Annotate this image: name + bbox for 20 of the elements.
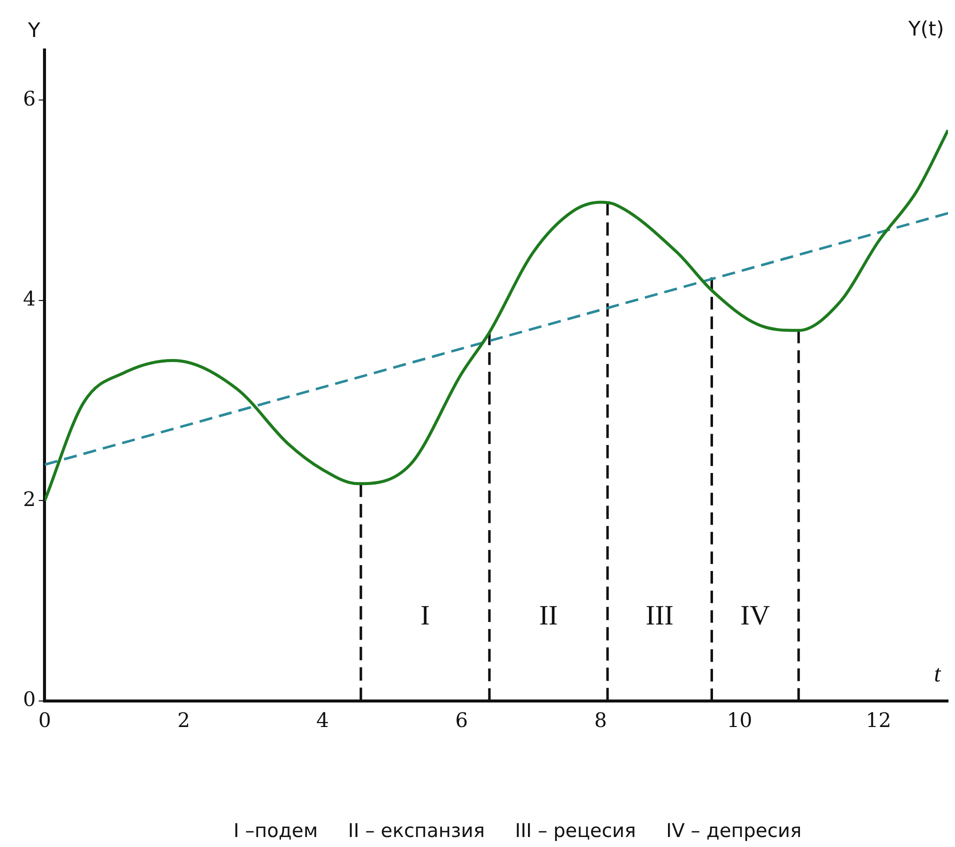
x-tick-label: 10 <box>726 708 752 732</box>
x-tick-label: 4 <box>316 708 330 732</box>
text: I –подем II – експанзия III – рецесия IV – депресия <box>233 820 802 842</box>
x-tick-label: 0 <box>38 708 52 732</box>
text: Y(t) <box>907 16 944 40</box>
line-series <box>44 128 948 502</box>
x-tick-label: 6 <box>455 708 468 732</box>
y-tick-label: 0 <box>22 687 36 712</box>
x-tick-label: 12 <box>866 708 892 732</box>
annotation: II <box>539 600 558 632</box>
y-tick-label: 4 <box>22 286 36 311</box>
y-tick-label: 2 <box>22 486 36 511</box>
x-axis-title: t <box>934 661 942 688</box>
y-tick-label: 6 <box>22 86 36 110</box>
annotation: I <box>420 600 430 632</box>
x-tick-label: 2 <box>177 708 190 732</box>
y-axis-title: Y <box>27 18 41 42</box>
annotation: III <box>646 600 674 632</box>
x-tick-label: 8 <box>594 708 607 732</box>
annotation: IV <box>740 600 770 632</box>
